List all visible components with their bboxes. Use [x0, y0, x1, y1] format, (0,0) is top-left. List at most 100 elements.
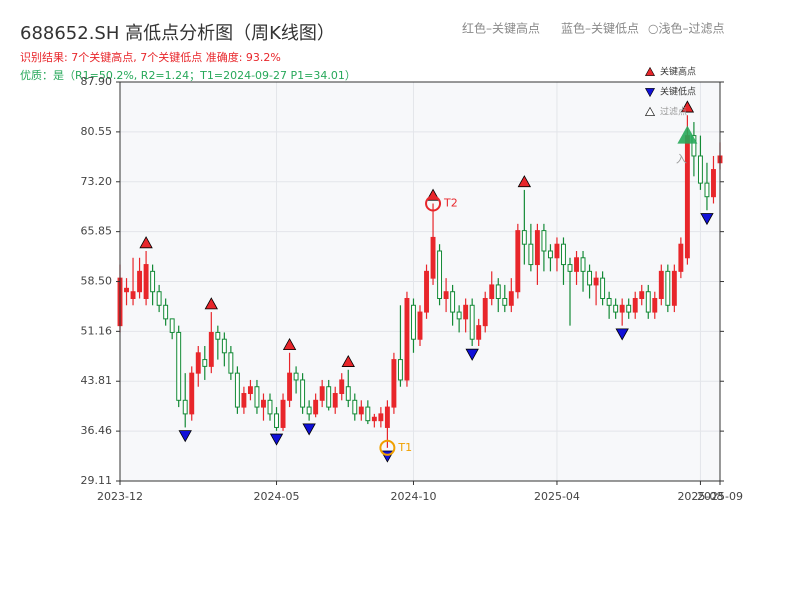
candle-body: [515, 230, 521, 293]
candle-body: [124, 287, 129, 293]
candle-body: [195, 352, 201, 374]
key-low-marker: [302, 423, 316, 436]
candle-body: [319, 386, 325, 401]
t2-label: T2: [443, 196, 458, 209]
key-high-marker: [282, 337, 297, 350]
top-legend: 红色–关键高点: [462, 21, 540, 36]
candle-body: [274, 413, 279, 428]
candle-body: [267, 399, 273, 415]
key-high-marker: [680, 100, 695, 113]
candle-body: [489, 284, 495, 300]
x-tick-label: 2024-05: [254, 490, 300, 503]
candle-body: [547, 250, 553, 259]
candle-body: [384, 406, 390, 428]
candle-body: [528, 243, 534, 266]
candle-body: [293, 372, 299, 381]
candle-body: [143, 264, 149, 300]
x-tick-label: 2023-12: [97, 490, 143, 503]
candle-body: [358, 406, 364, 415]
candle-body: [378, 413, 384, 422]
candle-body: [391, 359, 397, 408]
y-tick-label: 43.81: [81, 374, 113, 387]
candle-body: [665, 270, 671, 306]
candle-body: [632, 298, 638, 313]
candle-body: [613, 304, 619, 313]
candle-body: [495, 284, 501, 300]
candle-body: [482, 298, 488, 327]
top-legend: 蓝色–关键低点: [561, 22, 639, 36]
candle-body: [397, 359, 403, 381]
key-high-marker: [139, 236, 153, 249]
candle-body: [508, 291, 514, 306]
candle-body: [313, 399, 319, 415]
candle-body: [215, 331, 221, 340]
candle-body: [574, 257, 579, 272]
candle-body: [300, 379, 306, 408]
candle-body: [332, 393, 338, 408]
top-legend: ○浅色–过滤点: [648, 22, 724, 36]
candle-body: [150, 270, 156, 293]
candle-body: [561, 243, 566, 266]
x-tick-label: 2024-10: [390, 490, 436, 503]
candle-body: [254, 386, 260, 408]
key-low-marker: [700, 213, 714, 226]
y-tick-label: 58.50: [81, 275, 113, 288]
y-tick-label: 87.90: [81, 75, 113, 88]
key-low-marker: [615, 328, 629, 341]
candle-body: [228, 352, 234, 374]
candle-body: [534, 230, 540, 266]
x-tick-label: 2025-08: [677, 490, 723, 503]
candle-body: [176, 331, 182, 401]
candle-body: [450, 291, 456, 313]
legend-marker: [644, 88, 656, 98]
candle-body: [593, 277, 599, 286]
candle-body: [437, 250, 443, 300]
y-tick-label: 29.11: [81, 474, 113, 487]
entry-label: 入: [676, 153, 687, 166]
y-tick-label: 73.20: [81, 175, 113, 188]
candle-body: [417, 311, 423, 340]
candle-body: [365, 406, 371, 422]
candle-body: [567, 264, 573, 272]
key-low-marker: [178, 430, 192, 443]
candle-body: [169, 318, 175, 333]
x-tick-label: 2025-09: [697, 490, 743, 503]
candle-body: [156, 291, 162, 306]
x-tick-label: 2025-04: [534, 490, 580, 503]
candle-body: [704, 182, 710, 198]
quality-text: 优质：是（R1=50.2%, R2=1.24；T1=2024-09-27 P1=…: [20, 69, 356, 82]
candle-body: [202, 359, 208, 367]
subtitle: 识别结果: 7个关键高点, 7个关键低点 准确度: 93.2%: [20, 50, 281, 64]
candle-body: [639, 291, 645, 300]
candle-body: [697, 155, 703, 184]
candle-body: [600, 277, 606, 300]
y-tick-label: 65.85: [81, 225, 113, 238]
candle-body: [658, 270, 664, 300]
key-low-marker: [465, 348, 479, 361]
y-tick-label: 80.55: [81, 125, 113, 138]
legend-label: 过滤点: [660, 106, 687, 118]
key-high-marker: [517, 175, 532, 188]
candle-body: [424, 270, 429, 313]
candle-body: [339, 379, 345, 395]
candle-body: [541, 230, 547, 252]
candle-body: [182, 399, 188, 415]
candle-body: [456, 311, 462, 320]
candle-body: [234, 372, 240, 408]
candle-body: [678, 243, 684, 272]
candle-body: [502, 298, 508, 306]
candle-body: [280, 399, 286, 428]
candle-body: [691, 135, 697, 157]
candle-body: [221, 338, 227, 354]
y-tick-label: 51.16: [81, 324, 113, 337]
candle-body: [606, 298, 612, 306]
key-high-marker: [204, 297, 218, 310]
y-tick-label: 36.46: [81, 424, 113, 437]
chart-title: 688652.SH 高低点分析图（周K线图）: [20, 23, 335, 44]
entry-marker: [677, 125, 698, 144]
candle-body: [626, 304, 632, 313]
candle-body: [711, 169, 716, 198]
candle-body: [463, 304, 469, 320]
candle-body: [587, 270, 593, 286]
